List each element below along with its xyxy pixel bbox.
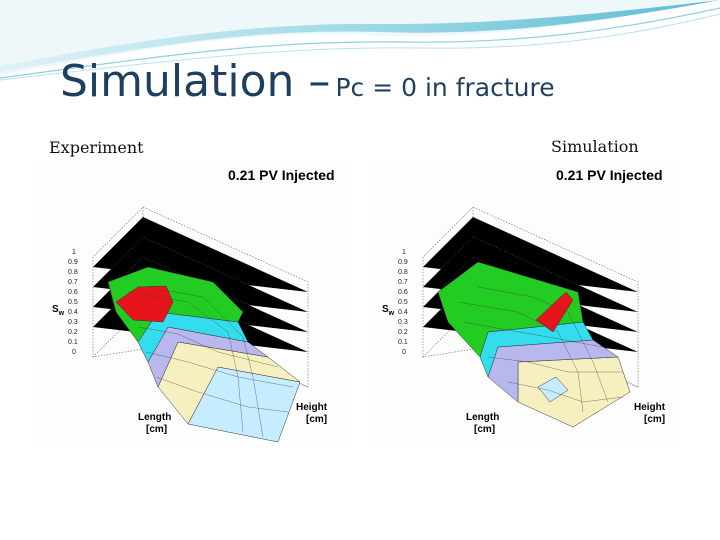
experiment-plot-title: 0.21 PV Injected: [228, 167, 335, 183]
surface-green-region: [437, 261, 584, 358]
svg-text:0.5: 0.5: [68, 299, 78, 306]
svg-text:0.8: 0.8: [68, 269, 78, 276]
svg-text:0.1: 0.1: [398, 339, 408, 346]
simulation-z-axis-unit: [cm]: [644, 414, 665, 425]
surface-lightblue-region: [537, 376, 569, 403]
slide-title: Simulation – Pc = 0 in fracture: [60, 56, 555, 107]
experiment-surface: [107, 266, 301, 443]
svg-text:0.2: 0.2: [68, 329, 78, 336]
experiment-y-ticks: 1 0.9 0.8 0.7 0.6 0.5 0.4 0.3 0.2 0.1 0: [68, 249, 78, 356]
simulation-x-axis-label: Length: [466, 412, 499, 423]
surface-red-region: [535, 291, 574, 333]
simulation-z-axis-label: Height: [634, 402, 666, 413]
surface-green-region: [107, 266, 244, 343]
surface-cream-region: [517, 356, 631, 428]
svg-text:0.4: 0.4: [68, 309, 78, 316]
svg-text:1: 1: [72, 249, 76, 256]
experiment-surface-figure: 0.21 PV Injected: [52, 167, 335, 443]
svg-text:0.4: 0.4: [398, 309, 408, 316]
experiment-x-axis-label: Length: [138, 412, 171, 423]
experiment-x-axis-unit: [cm]: [146, 424, 167, 435]
slide-title-sub: Pc = 0 in fracture: [335, 73, 555, 102]
slide-title-main: Simulation –: [60, 56, 331, 107]
svg-text:0.9: 0.9: [68, 259, 78, 266]
simulation-x-axis-unit: [cm]: [474, 424, 495, 435]
header-wave-decoration: [0, 0, 720, 81]
svg-text:0.2: 0.2: [398, 329, 408, 336]
surface-red-region: [115, 285, 174, 323]
simulation-y-axis-label: Sw: [382, 304, 395, 317]
simulation-plot-title: 0.21 PV Injected: [556, 167, 663, 183]
experiment-y-axis-label: Sw: [52, 304, 65, 317]
experiment-label: Experiment: [49, 138, 144, 157]
svg-text:0.8: 0.8: [398, 269, 408, 276]
experiment-plot: 0.21 PV Injected: [38, 162, 350, 447]
experiment-z-axis-label: Height: [296, 402, 328, 413]
svg-text:0.3: 0.3: [398, 319, 408, 326]
svg-text:1: 1: [402, 249, 406, 256]
svg-text:0: 0: [72, 349, 76, 356]
experiment-z-axis-unit: [cm]: [306, 414, 327, 425]
simulation-label: Simulation: [551, 137, 639, 156]
svg-text:0: 0: [402, 349, 406, 356]
svg-text:0.9: 0.9: [398, 259, 408, 266]
simulation-plot: 0.21 PV Injected 1: [368, 162, 680, 447]
svg-text:0.6: 0.6: [68, 289, 78, 296]
svg-text:0.7: 0.7: [398, 279, 408, 286]
svg-text:0.5: 0.5: [398, 299, 408, 306]
svg-text:0.6: 0.6: [398, 289, 408, 296]
simulation-surface-figure: 0.21 PV Injected 1: [382, 167, 666, 435]
simulation-surface: [437, 261, 631, 428]
svg-text:0.7: 0.7: [68, 279, 78, 286]
svg-text:0.1: 0.1: [68, 339, 78, 346]
svg-text:0.3: 0.3: [68, 319, 78, 326]
simulation-y-ticks: 1 0.9 0.8 0.7 0.6 0.5 0.4 0.3 0.2 0.1 0: [398, 249, 408, 356]
